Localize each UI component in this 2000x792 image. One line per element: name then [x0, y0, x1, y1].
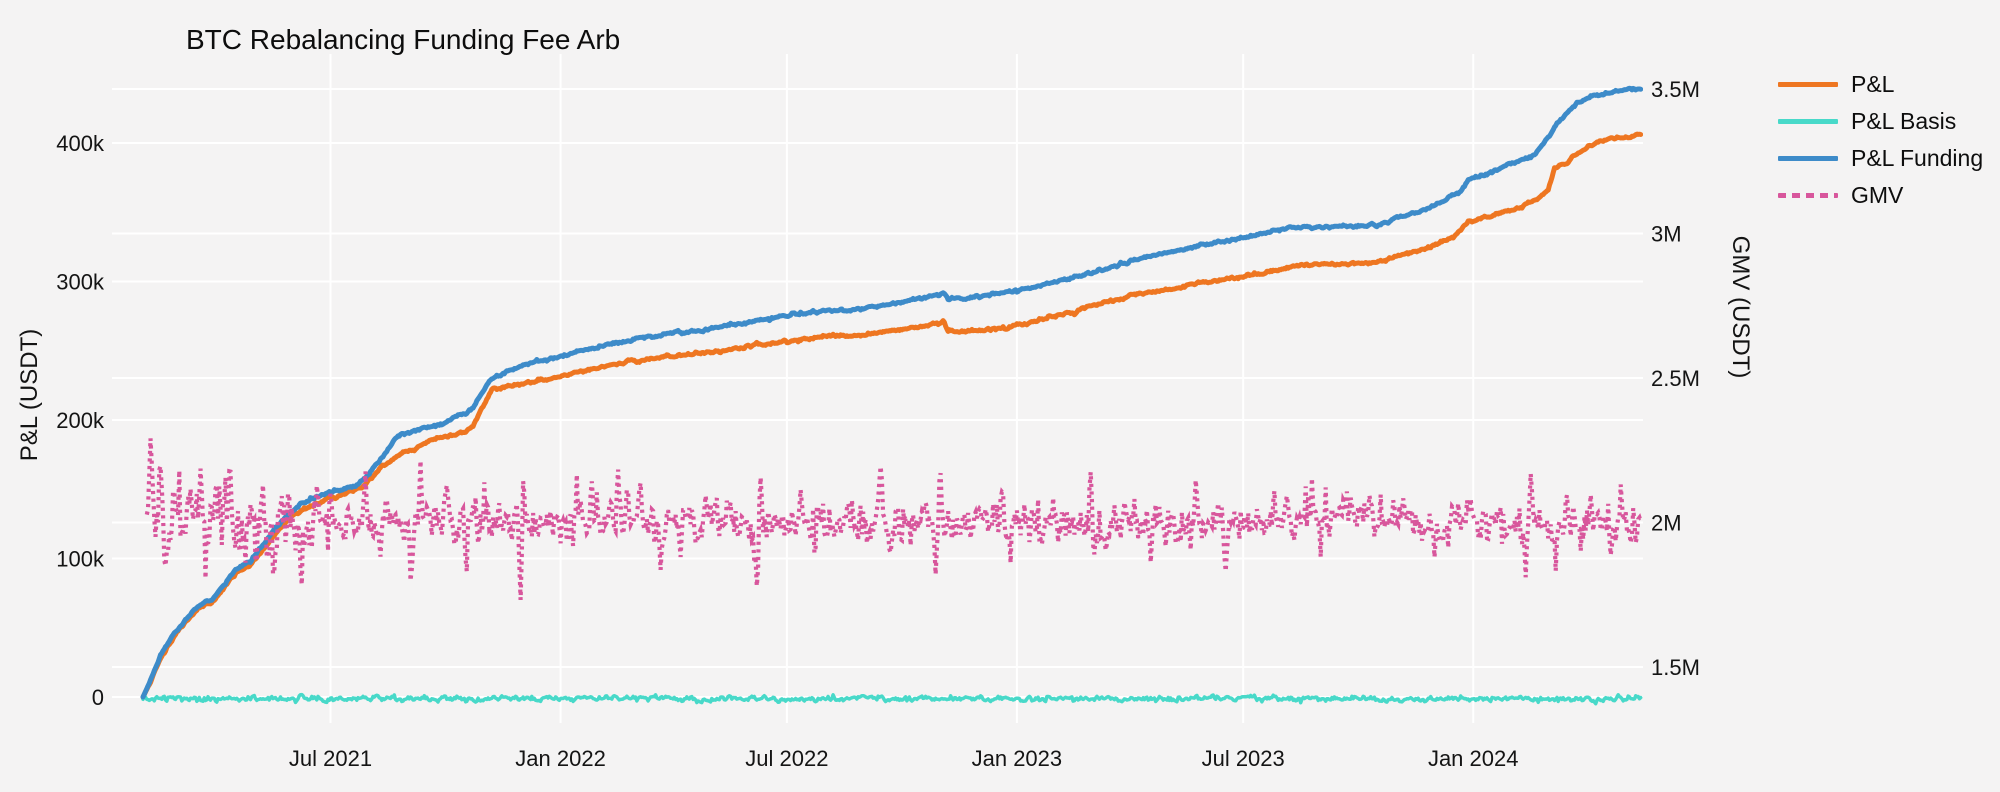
- legend-label-pnl: P&L: [1851, 71, 1895, 97]
- legend-label-pnl-basis: P&L Basis: [1851, 108, 1957, 134]
- right-tick-label: 1.5M: [1651, 655, 1700, 680]
- legend-swatch-pnl-basis: [1778, 118, 1838, 124]
- series-pnl: [140, 131, 1643, 700]
- left-tick-label: 100k: [56, 547, 105, 572]
- x-tick-label: Jul 2022: [745, 746, 828, 771]
- right-tick-label: 2.5M: [1651, 366, 1700, 391]
- gridlines: [112, 54, 1643, 723]
- left-tick-label: 400k: [56, 131, 105, 156]
- series-pnl-basis: [141, 692, 1643, 706]
- legend-item-pnl-basis[interactable]: P&L Basis: [1778, 109, 1983, 133]
- x-tick-label: Jan 2024: [1428, 746, 1519, 771]
- x-tick-label: Jan 2022: [515, 746, 606, 771]
- legend-swatch-pnl: [1778, 81, 1838, 87]
- x-tick-label: Jul 2021: [289, 746, 372, 771]
- legend-swatch-pnl-funding: [1778, 155, 1838, 161]
- x-tick-label: Jul 2023: [1202, 746, 1285, 771]
- tick-labels: 0 100k 200k 300k 400k 1.5M 2M 2.5M 3M 3.5M Jul 202…: [56, 77, 1700, 771]
- legend-swatch-gmv: [1778, 192, 1838, 198]
- legend-item-pnl[interactable]: P&L: [1778, 72, 1983, 96]
- legend-item-gmv[interactable]: GMV: [1778, 183, 1983, 207]
- legend-label-gmv: GMV: [1851, 182, 1904, 208]
- right-axis-title: GMV (USDT): [1727, 235, 1754, 379]
- right-tick-label: 2M: [1651, 511, 1682, 536]
- right-tick-label: 3M: [1651, 222, 1682, 247]
- left-tick-label: 300k: [56, 270, 105, 295]
- legend-label-pnl-funding: P&L Funding: [1851, 145, 1984, 171]
- series-gmv: [144, 438, 1643, 600]
- chart-title: BTC Rebalancing Funding Fee Arb: [186, 24, 621, 55]
- left-axis-title: P&L (USDT): [16, 328, 43, 462]
- series-layer: [140, 85, 1643, 706]
- x-tick-label: Jan 2023: [972, 746, 1063, 771]
- left-tick-label: 200k: [56, 408, 105, 433]
- series-pnl-funding: [140, 85, 1643, 700]
- right-tick-label: 3.5M: [1651, 77, 1700, 102]
- legend: P&L P&L Basis P&L Funding GMV: [1778, 72, 1983, 207]
- left-tick-label: 0: [92, 685, 104, 710]
- legend-item-pnl-funding[interactable]: P&L Funding: [1778, 146, 1983, 170]
